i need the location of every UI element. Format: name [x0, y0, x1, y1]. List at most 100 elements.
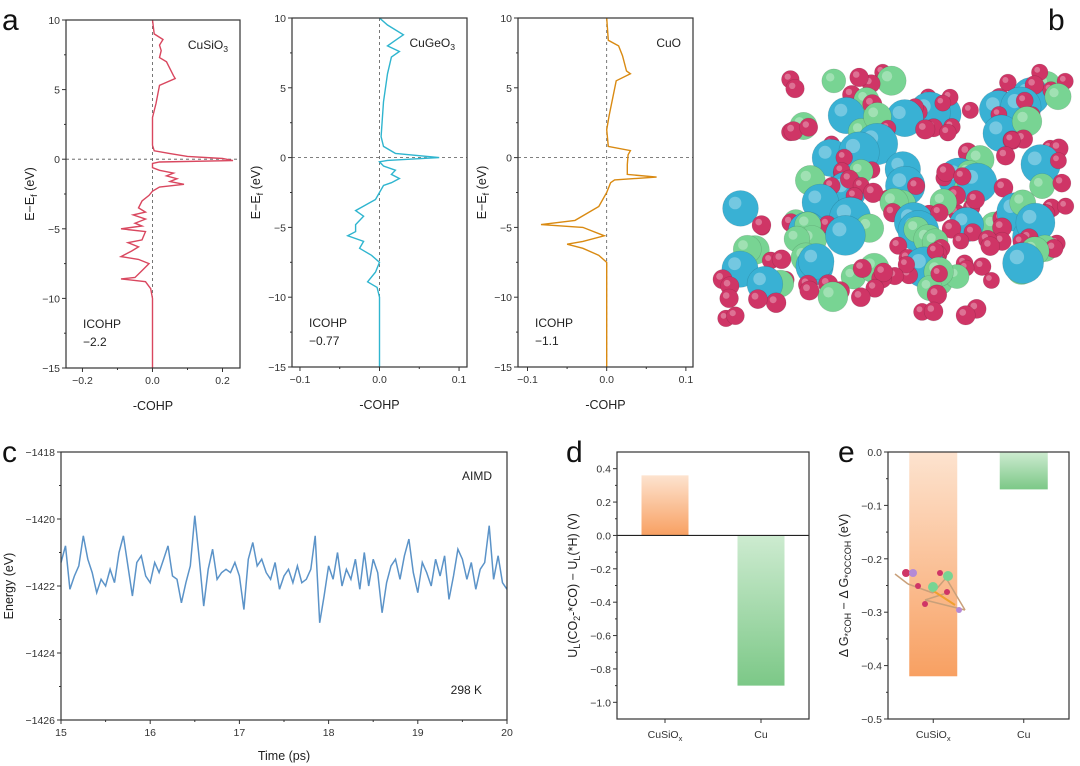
- cu-atom: [797, 243, 835, 280]
- text-span: (eV): [249, 166, 263, 193]
- atom-highlight: [1053, 155, 1059, 162]
- o-atom: [862, 182, 884, 204]
- atom-highlight: [787, 124, 794, 132]
- o-atom: [963, 223, 982, 242]
- energy-line: [60, 515, 508, 623]
- atom-highlight: [1059, 75, 1066, 82]
- o-atom: [941, 219, 962, 239]
- compound-label: CuO: [656, 36, 681, 50]
- y-tick-label: −15: [42, 363, 60, 375]
- atom-highlight: [921, 279, 931, 289]
- si-atom: [821, 68, 847, 94]
- category-label: CuSiOx: [916, 729, 951, 743]
- y-tick-label: −0.2: [590, 564, 611, 576]
- atom-highlight: [765, 255, 772, 261]
- text-span: CuO: [656, 36, 681, 50]
- atom-highlight: [892, 106, 906, 119]
- subscript: L: [572, 644, 582, 649]
- atom-highlight: [934, 193, 944, 203]
- o-atom: [850, 287, 871, 308]
- o-atom: [897, 255, 916, 274]
- cu-atom: [825, 215, 866, 256]
- atom-highlight: [728, 196, 742, 210]
- compound-label: CuSiO3: [188, 38, 228, 54]
- icohp-label: ICOHP: [535, 316, 573, 330]
- o-atom: [1056, 197, 1075, 215]
- bond: [894, 573, 909, 585]
- o-atom: [915, 119, 936, 140]
- y-axis-title: E−Ef (eV): [475, 166, 491, 220]
- y-axis-title: Δ G*COH − Δ G*OCCOH (eV): [837, 514, 853, 658]
- y-tick-label: 0: [280, 153, 286, 165]
- atom-highlight: [1022, 209, 1037, 224]
- atom-highlight: [854, 291, 862, 298]
- atom-highlight: [784, 216, 792, 224]
- panel-e: 0.0 −0.1 −0.2 −0.3 −0.4 −0.5 CuSiOx Cu Δ G*COH −…: [837, 447, 1070, 743]
- inset-atom: [922, 601, 928, 607]
- atom-highlight: [836, 165, 843, 172]
- y-tick-label: −0.2: [861, 554, 882, 566]
- panel-letter-d: d: [566, 436, 583, 469]
- atom-highlight: [918, 123, 926, 130]
- text-span: CuSiO: [916, 729, 947, 741]
- y-tick-label: 0.2: [596, 497, 611, 509]
- atom-highlight: [866, 97, 873, 105]
- inset-atom: [902, 569, 910, 577]
- subscript: x: [947, 734, 951, 743]
- y-tick-label: −0.3: [861, 607, 882, 619]
- y-tick-label: −15: [494, 362, 512, 374]
- o-atom: [849, 67, 869, 88]
- o-atom: [865, 278, 885, 298]
- text-span: Δ G: [837, 636, 851, 657]
- atom-highlight: [728, 257, 741, 271]
- o-atom: [799, 280, 820, 301]
- subscript: f: [255, 192, 265, 195]
- o-atom: [765, 292, 787, 314]
- atom-highlight: [911, 254, 926, 269]
- panel-letter-c: c: [2, 436, 17, 469]
- o-atom: [751, 215, 772, 235]
- x-tick-label: 0.0: [599, 374, 614, 386]
- subscript: 2: [572, 616, 582, 621]
- o-atom: [953, 167, 972, 186]
- o-atom: [980, 236, 1001, 256]
- atom-highlight: [853, 163, 862, 173]
- atom-highlight: [942, 127, 949, 134]
- atom-highlight: [881, 71, 893, 82]
- text-span: E−E: [249, 195, 263, 219]
- atom-highlight: [1055, 177, 1063, 184]
- y-tick-label: 5: [54, 85, 60, 97]
- atom-highlight: [1027, 151, 1042, 166]
- y-tick-label: 10: [500, 13, 512, 25]
- o-atom: [995, 146, 1016, 166]
- plot-frame: [291, 17, 468, 368]
- y-tick-label: 0.4: [596, 464, 611, 476]
- o-atom: [930, 264, 949, 283]
- atom-highlight: [1047, 242, 1055, 249]
- atom-highlight: [929, 245, 936, 252]
- si-atom: [817, 281, 849, 313]
- x-tick-label: −0.1: [290, 374, 311, 386]
- plot-frame: [887, 451, 1070, 720]
- o-atom: [955, 305, 976, 326]
- atom-highlight: [852, 123, 863, 133]
- x-tick-label: 0.0: [372, 374, 387, 386]
- atom-highlight: [1060, 200, 1066, 207]
- x-tick-label: 0.2: [215, 375, 230, 387]
- panel-a2: 10 5 0 −5 −10 −15 −0.1 0.0 0.1 CuGeO3 ICOHP −0.77 -C…: [249, 13, 468, 412]
- atom-highlight: [1049, 88, 1059, 98]
- subscript: 3: [223, 44, 228, 54]
- atom-highlight: [803, 284, 810, 292]
- o-atom: [938, 123, 957, 142]
- subscript: 3: [450, 42, 455, 52]
- atom-highlight: [826, 180, 833, 187]
- atom-highlight: [1006, 134, 1013, 141]
- atom-highlight: [892, 173, 907, 188]
- y-tick-label: −0.5: [861, 714, 882, 726]
- atom-highlight: [1028, 79, 1035, 86]
- panel-letter-a: a: [2, 4, 19, 37]
- o-atom: [852, 258, 872, 279]
- si-atom: [876, 65, 907, 96]
- adsorbate-structure-inset: [894, 569, 966, 613]
- icohp-value: −2.2: [83, 335, 107, 349]
